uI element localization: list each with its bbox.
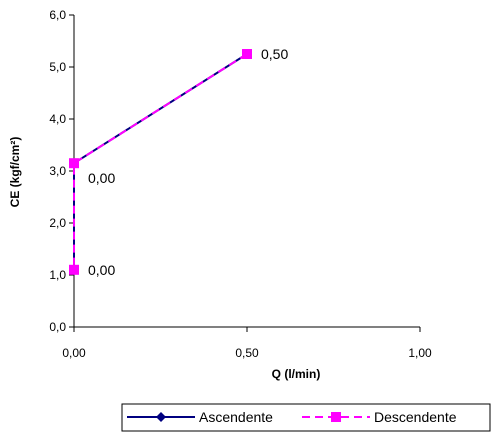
series-layer [69, 49, 252, 275]
legend-label-ascendente: Ascendente [199, 409, 273, 425]
data-point-descendente [69, 264, 79, 275]
x-tick-label: 0,50 [235, 346, 259, 360]
y-tick-label: 6,0 [49, 8, 66, 22]
y-tick-label: 0,0 [49, 320, 66, 334]
y-tick-label: 5,0 [49, 60, 66, 74]
y-tick-label: 3,0 [49, 164, 66, 178]
data-point-descendente [69, 158, 79, 169]
y-tick-label: 1,0 [49, 268, 66, 282]
x-tick-label: 0,00 [62, 346, 86, 360]
data-labels: 0,50 0,00 0,00 [88, 46, 288, 278]
legend-label-descendente: Descendente [374, 409, 457, 425]
axes: 0,0 1,0 2,0 3,0 4,0 5,0 6,0 0,00 0,50 1,00 [49, 8, 432, 360]
y-tick-label: 2,0 [49, 216, 66, 230]
data-label: 0,50 [261, 46, 288, 62]
x-tick-label: 1,00 [408, 346, 432, 360]
legend-marker-ascendente [156, 412, 166, 422]
series-line-ascendente [73, 53, 248, 270]
x-axis-title: Q (l/min) [272, 367, 321, 381]
series-line-descendente [73, 53, 248, 270]
y-axis-title: CE (kgf/cm²) [8, 137, 22, 208]
legend-marker-descendente [331, 412, 341, 422]
data-label: 0,00 [88, 170, 115, 186]
data-point-descendente [242, 49, 252, 59]
legend: Ascendente Descendente [121, 403, 491, 432]
y-tick-label: 4,0 [49, 112, 66, 126]
data-label: 0,00 [88, 262, 115, 278]
